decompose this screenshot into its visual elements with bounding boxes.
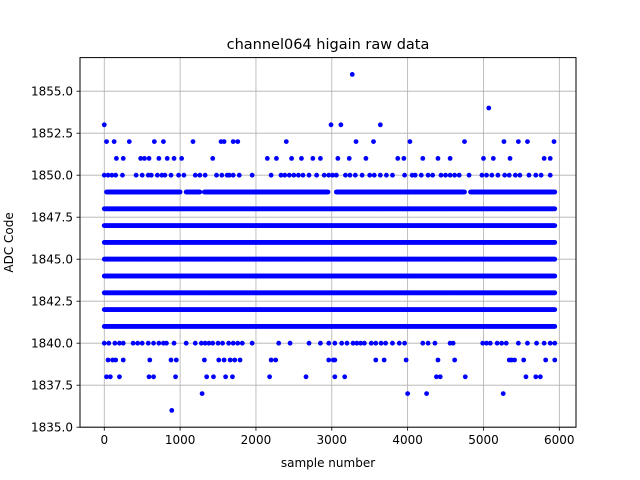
data-point xyxy=(552,307,558,312)
data-point xyxy=(552,273,558,279)
data-point xyxy=(552,240,558,245)
data-point xyxy=(177,189,183,195)
data-point xyxy=(552,324,558,329)
data-points xyxy=(101,72,558,413)
data-point xyxy=(552,206,558,212)
data-point xyxy=(552,290,558,296)
data-point xyxy=(552,223,558,229)
data-point xyxy=(552,256,558,262)
data-point xyxy=(197,189,203,195)
